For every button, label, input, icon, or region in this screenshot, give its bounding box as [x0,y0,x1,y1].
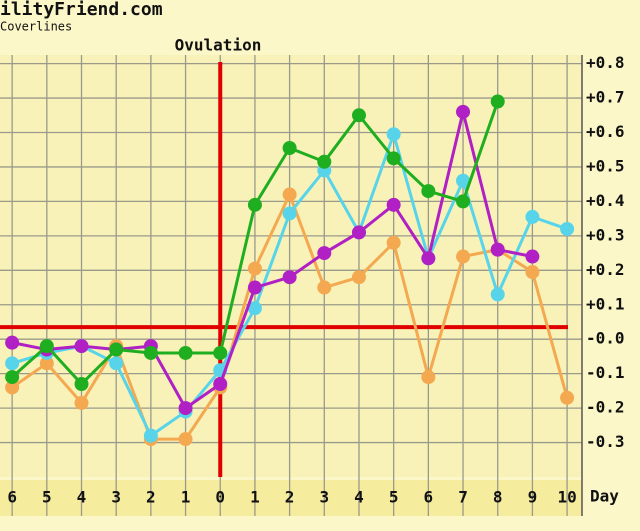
y-tick-label: +0.3 [586,225,625,244]
data-point [456,173,471,188]
data-point [178,345,193,360]
x-tick-label: 5 [389,488,399,507]
data-point [74,339,89,354]
data-point [525,209,540,224]
x-tick-label: 2 [146,488,156,507]
x-tick-label: 2 [285,488,295,507]
data-point [247,280,262,295]
x-tick-label: 1 [250,488,260,507]
y-tick-label: -0.3 [586,432,625,451]
data-point [5,380,20,395]
data-point [282,187,297,202]
x-tick-label: 6 [7,488,17,507]
data-point [351,270,366,285]
x-tick-label: 1 [181,488,191,507]
data-point [5,356,20,371]
data-point [109,342,124,357]
data-point [282,270,297,285]
x-tick-label: 5 [42,488,52,507]
reference-lines [0,62,568,477]
plot-area [0,55,582,477]
data-point [456,194,471,209]
y-tick-label: +0.5 [586,156,625,175]
series-line [11,110,533,410]
chart-subtitle: Coverlines [0,20,72,34]
data-point [351,108,366,123]
x-tick-label: 3 [319,488,329,507]
data-point [5,370,20,385]
x-tick-label: 4 [354,488,364,507]
data-point [525,249,540,264]
data-point [317,246,332,261]
x-axis-label: Day [590,487,619,506]
x-tick-label: 8 [493,488,503,507]
data-point [143,345,158,360]
data-point [282,206,297,221]
data-point [386,151,401,166]
data-point [386,235,401,250]
y-tick-label: +0.4 [586,191,625,210]
data-point [5,335,20,350]
data-point [351,225,366,240]
data-point [74,376,89,391]
data-point [525,265,540,280]
data-point [490,242,505,257]
data-point [39,356,54,371]
data-point [456,249,471,264]
x-tick-label: 4 [77,488,87,507]
data-point [560,390,575,405]
data-point [213,345,228,360]
ovulation-label: Ovulation [175,36,262,55]
y-tick-label: +0.6 [586,122,625,141]
data-point [317,280,332,295]
x-tick-label: 9 [528,488,538,507]
data-point [560,221,575,236]
data-point [247,261,262,276]
y-tick-label: +0.2 [586,260,625,279]
data-point [247,197,262,212]
data-point [213,376,228,391]
y-tick-label: -0.2 [586,398,625,417]
data-point [178,401,193,416]
x-tick-label: 7 [458,488,468,507]
data-point [456,104,471,119]
y-tick-label: +0.7 [586,88,625,107]
data-point [421,184,436,199]
data-point [421,251,436,266]
chart-title: ilityFriend.com [0,0,163,20]
data-point [143,428,158,443]
x-tick-label: 10 [557,488,576,507]
y-tick-label: -0.1 [586,363,625,382]
data-point [490,287,505,302]
data-point [317,154,332,169]
data-point [386,127,401,142]
y-tick-label: +0.1 [586,294,625,313]
y-tick-label: +0.8 [586,53,625,72]
data-point [490,94,505,109]
data-point [178,432,193,447]
data-point [74,395,89,410]
x-tick-label: 6 [424,488,434,507]
x-tick-label: 0 [215,488,225,507]
day-band [0,480,582,516]
series [5,94,575,447]
data-point [282,141,297,156]
data-point [386,197,401,212]
x-tick-label: 3 [111,488,121,507]
data-point [421,370,436,385]
y-tick-label: -0.0 [586,329,625,348]
data-point [109,356,124,371]
data-point [39,339,54,354]
data-point [247,301,262,316]
